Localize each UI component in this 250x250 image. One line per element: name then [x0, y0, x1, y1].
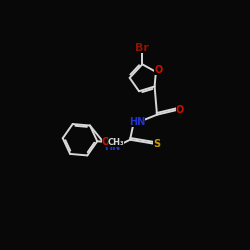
Text: HN: HN — [104, 142, 120, 152]
Text: O: O — [176, 105, 184, 115]
Text: O: O — [102, 137, 110, 147]
Text: O: O — [154, 65, 162, 75]
Text: CH₃: CH₃ — [108, 138, 124, 147]
Text: S: S — [153, 138, 160, 148]
Text: HN: HN — [129, 118, 145, 128]
Text: Br: Br — [136, 43, 149, 53]
